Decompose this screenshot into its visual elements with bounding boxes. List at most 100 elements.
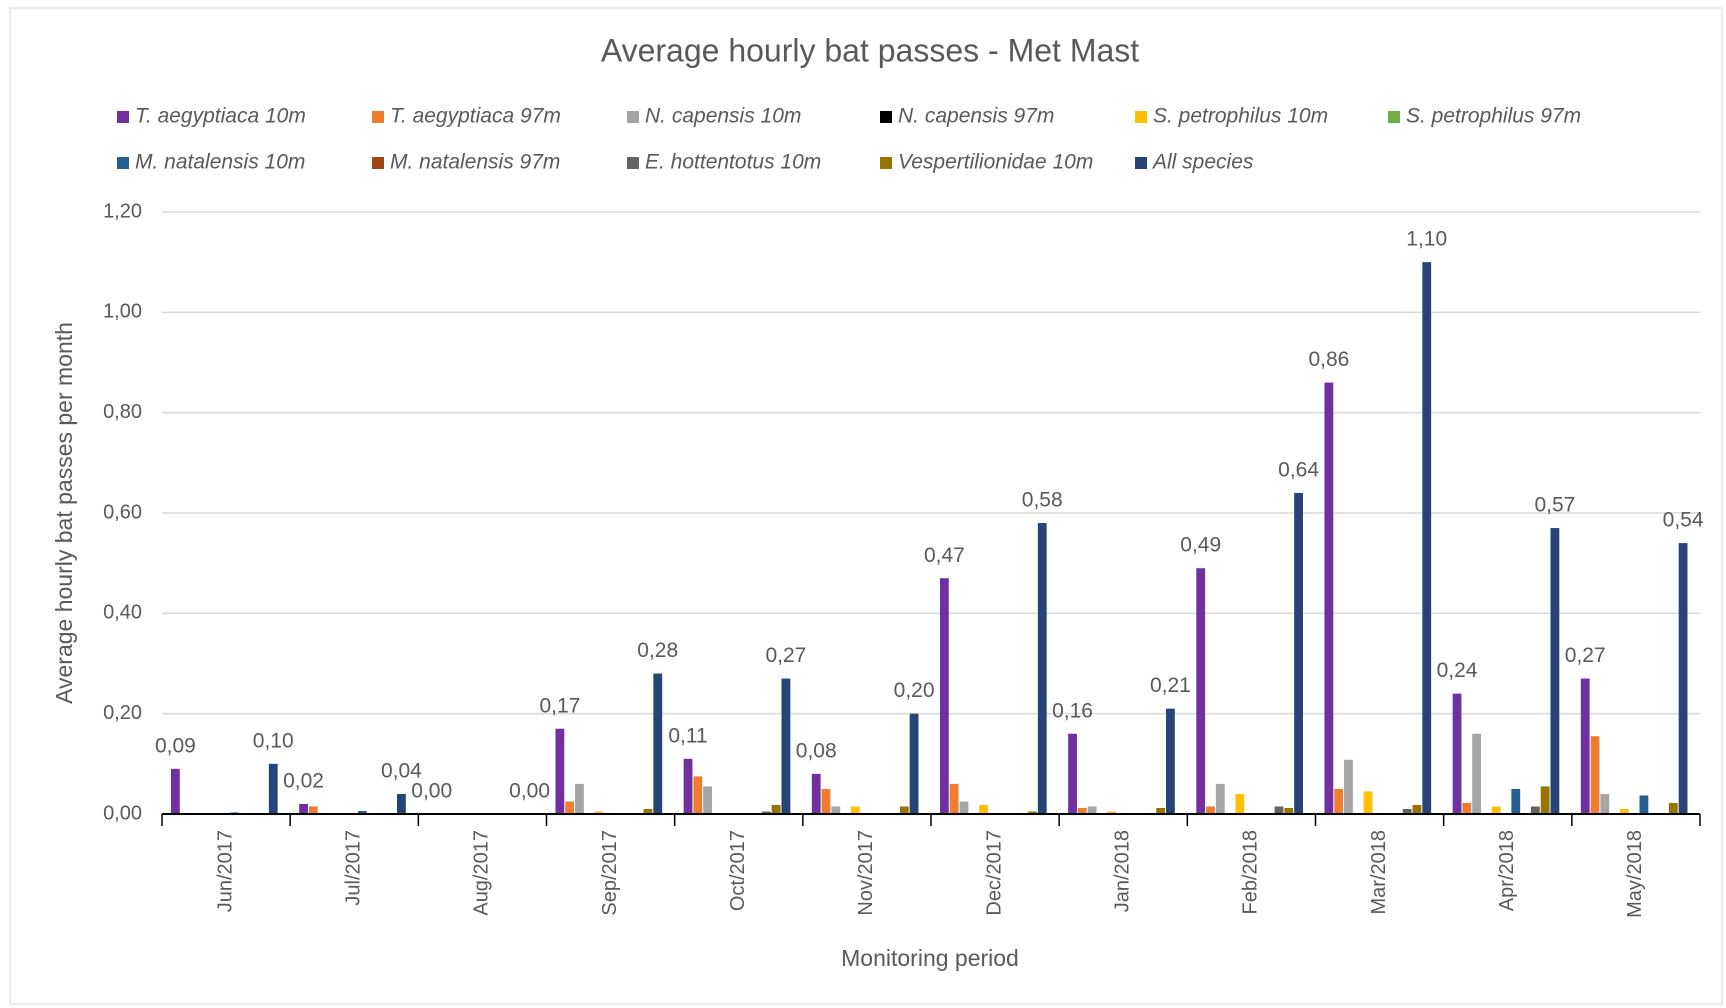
data-label: 0,27 <box>765 644 806 667</box>
y-tick-label: 1,00 <box>103 301 142 323</box>
x-tick-label: Mar/2018 <box>1368 830 1390 915</box>
x-tick-label: Jul/2017 <box>343 830 365 906</box>
bar <box>357 810 367 814</box>
x-axis-title: Monitoring period <box>841 945 1019 971</box>
bar <box>1511 788 1521 814</box>
legend-label: All species <box>1151 151 1254 174</box>
bar <box>683 758 693 814</box>
legend-swatch <box>117 111 129 123</box>
data-label: 0,17 <box>539 694 580 717</box>
bar <box>850 806 860 814</box>
legend-label: N. capensis 10m <box>645 105 801 128</box>
bar <box>1600 793 1610 814</box>
legend-swatch <box>627 157 639 169</box>
bar <box>1540 786 1550 814</box>
bar <box>1530 806 1540 814</box>
x-tick-label: Feb/2018 <box>1240 830 1262 915</box>
y-tick-label: 0,00 <box>103 802 142 824</box>
bar <box>703 786 713 814</box>
data-label: 0,02 <box>283 770 324 793</box>
legend-label: T. aegyptiaca 10m <box>135 105 306 128</box>
bar <box>1472 733 1482 814</box>
y-axis-title: Average hourly bat passes per month <box>51 322 77 704</box>
bar <box>1235 793 1245 814</box>
data-label: 0,47 <box>924 544 965 567</box>
bar <box>1452 693 1462 814</box>
x-tick-label: Apr/2018 <box>1496 830 1518 911</box>
bar <box>1206 806 1215 814</box>
chart-title: Average hourly bat passes - Met Mast <box>601 32 1139 68</box>
bar <box>1068 733 1077 814</box>
bar <box>308 806 318 814</box>
data-label: 0,20 <box>894 679 935 702</box>
bar <box>1344 759 1353 814</box>
bar <box>653 673 663 814</box>
bar <box>643 808 653 814</box>
bar <box>899 806 909 814</box>
data-label: 0,10 <box>253 729 294 752</box>
x-tick-label: Jun/2017 <box>214 830 236 912</box>
bar <box>1087 806 1097 814</box>
bar <box>1294 492 1303 814</box>
bar <box>1166 708 1175 814</box>
bar <box>594 811 604 814</box>
bar <box>1028 811 1037 814</box>
bar <box>1412 804 1422 814</box>
bar <box>761 811 771 814</box>
bar <box>299 803 308 814</box>
bar <box>949 783 959 814</box>
bar <box>1284 807 1294 814</box>
bar <box>771 804 781 814</box>
bar <box>1491 806 1501 814</box>
legend-label: T. aegyptiaca 97m <box>390 105 561 128</box>
bar <box>1334 788 1344 814</box>
bar <box>170 768 180 814</box>
bar <box>1274 806 1284 814</box>
bar <box>1363 791 1373 814</box>
legend-swatch <box>372 157 384 169</box>
legend-swatch <box>880 111 892 123</box>
legend-label: Vespertilionidae 10m <box>898 151 1093 174</box>
legend-swatch <box>1135 157 1147 169</box>
legend-swatch <box>880 157 892 169</box>
bar <box>939 578 949 814</box>
bar <box>1619 808 1629 814</box>
bar <box>575 783 584 814</box>
bar <box>1639 795 1649 814</box>
bar <box>1550 528 1560 814</box>
data-label: 0,00 <box>411 780 452 803</box>
bar <box>1107 811 1117 814</box>
y-tick-label: 0,80 <box>103 401 142 423</box>
data-label: 0,09 <box>155 734 196 757</box>
legend-swatch <box>1135 111 1147 123</box>
data-label: 0,54 <box>1663 509 1704 532</box>
legend-label: S. petrophilus 10m <box>1153 105 1328 128</box>
legend-label: M. natalensis 97m <box>390 151 560 174</box>
y-tick-label: 0,60 <box>103 501 142 523</box>
data-label: 0,08 <box>796 739 837 762</box>
bar <box>1156 807 1166 814</box>
y-tick-label: 0,20 <box>103 702 142 724</box>
legend-label: M. natalensis 10m <box>135 151 305 174</box>
bar <box>1402 808 1412 814</box>
legend-label: E. hottentotus 10m <box>645 151 821 174</box>
bar <box>1037 523 1047 814</box>
legend-label: S. petrophilus 97m <box>1406 105 1581 128</box>
x-tick-label: Nov/2017 <box>855 830 877 916</box>
data-label: 0,24 <box>1437 659 1478 682</box>
bar <box>693 776 703 814</box>
data-label: 0,27 <box>1565 644 1606 667</box>
data-label: 0,58 <box>1022 489 1063 512</box>
x-tick-label: Oct/2017 <box>727 830 749 911</box>
bar <box>909 713 919 814</box>
x-tick-label: May/2018 <box>1624 830 1646 918</box>
legend-swatch <box>117 157 129 169</box>
data-label: 0,64 <box>1278 458 1319 481</box>
y-tick-label: 0,40 <box>103 602 142 624</box>
bar <box>1590 736 1600 814</box>
legend-label: N. capensis 97m <box>898 105 1054 128</box>
bar <box>1324 382 1334 814</box>
legend-swatch <box>1388 111 1400 123</box>
bar <box>1077 807 1087 814</box>
